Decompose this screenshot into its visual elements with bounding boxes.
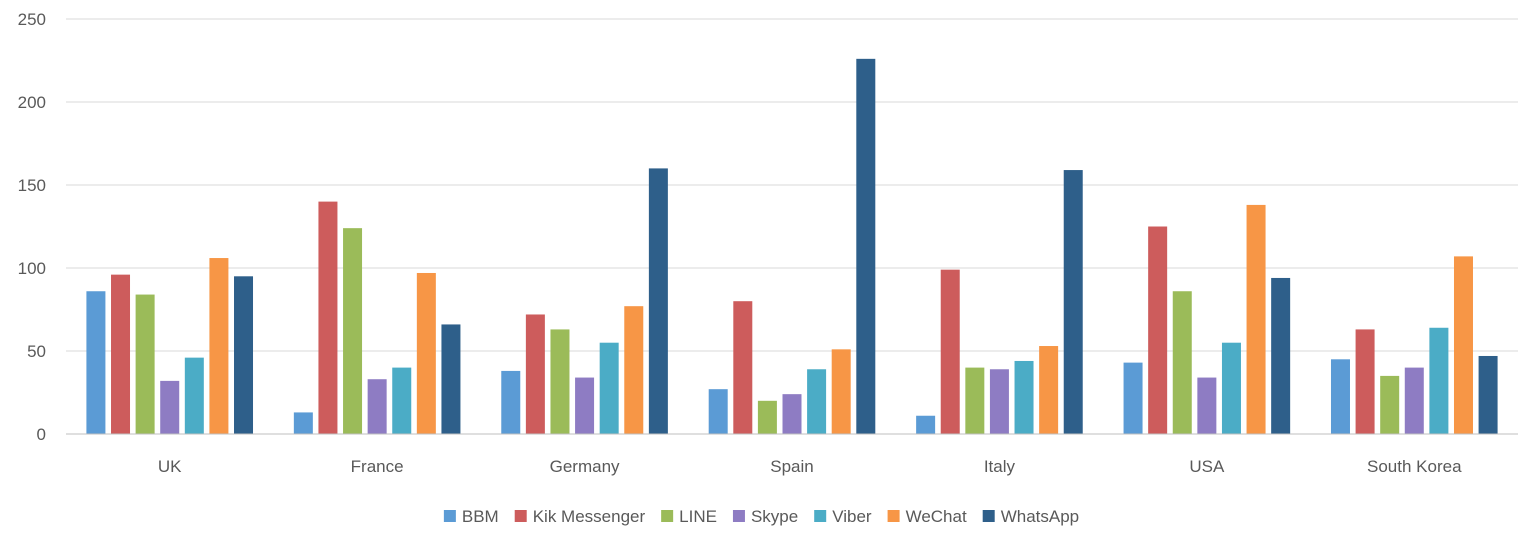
bar-whatsapp-france	[441, 324, 461, 434]
bar-bbm-italy	[916, 415, 936, 434]
bar-bbm-south-korea	[1330, 359, 1350, 434]
bar-bbm-spain	[708, 389, 728, 434]
bar-line-spain	[757, 400, 777, 434]
legend-label: Kik Messenger	[533, 507, 646, 526]
legend-swatch	[732, 510, 745, 522]
bar-wechat-south-korea	[1453, 256, 1473, 434]
bar-kik-messenger-uk	[111, 274, 131, 434]
bar-viber-italy	[1014, 360, 1034, 434]
bar-line-usa	[1172, 291, 1192, 434]
bar-bbm-france	[293, 412, 313, 434]
legend-swatch	[443, 510, 456, 522]
bar-viber-germany	[599, 342, 619, 434]
x-category-label: France	[351, 457, 404, 476]
bar-whatsapp-uk	[234, 276, 254, 434]
bar-skype-germany	[575, 377, 595, 434]
legend-swatch	[514, 510, 527, 522]
bar-skype-spain	[782, 394, 802, 434]
bar-line-france	[343, 228, 363, 434]
bar-skype-south-korea	[1404, 367, 1424, 434]
x-category-label: Italy	[984, 457, 1016, 476]
legend: BBM Kik Messenger LINE Skype Viber WeChat What…	[443, 507, 1079, 526]
x-category-label: South Korea	[1367, 457, 1462, 476]
bar-bbm-germany	[501, 370, 521, 434]
bar-viber-spain	[807, 369, 827, 434]
legend-label: WhatsApp	[1001, 507, 1079, 526]
legend-swatch	[982, 510, 995, 522]
legend-swatch	[814, 510, 827, 522]
legend-label: WeChat	[906, 507, 967, 526]
bar-viber-uk	[184, 357, 204, 434]
x-axis-categories: UK France Germany Spain Italy USA South Korea	[158, 457, 1462, 476]
bar-kik-messenger-south-korea	[1355, 329, 1375, 434]
x-category-label: USA	[1189, 457, 1225, 476]
bar-whatsapp-south-korea	[1478, 355, 1498, 434]
bar-skype-italy	[989, 369, 1009, 434]
bar-kik-messenger-italy	[940, 269, 960, 434]
bar-line-italy	[965, 367, 985, 434]
bar-kik-messenger-france	[318, 201, 338, 434]
bar-whatsapp-spain	[856, 58, 876, 435]
bar-viber-usa	[1221, 342, 1241, 434]
y-tick-label: 100	[18, 259, 46, 278]
bar-wechat-italy	[1039, 346, 1059, 434]
legend-label: BBM	[462, 507, 499, 526]
bar-kik-messenger-spain	[733, 301, 753, 434]
bar-viber-south-korea	[1429, 327, 1449, 434]
x-category-label: UK	[158, 457, 182, 476]
y-tick-label: 50	[27, 342, 46, 361]
bar-skype-uk	[160, 380, 180, 434]
bar-line-germany	[550, 329, 570, 434]
bar-line-south-korea	[1380, 375, 1400, 434]
bar-skype-usa	[1197, 377, 1217, 434]
bars	[86, 58, 1498, 435]
bar-whatsapp-germany	[648, 168, 668, 434]
y-tick-label: 250	[18, 10, 46, 29]
bar-whatsapp-italy	[1063, 170, 1083, 434]
y-tick-label: 150	[18, 176, 46, 195]
legend-label: Skype	[751, 507, 798, 526]
x-category-label: Spain	[770, 457, 813, 476]
bar-skype-france	[367, 379, 387, 434]
y-tick-label: 0	[37, 425, 46, 444]
bar-bbm-usa	[1123, 362, 1143, 434]
legend-label: Viber	[832, 507, 872, 526]
y-tick-label: 200	[18, 93, 46, 112]
legend-swatch	[887, 510, 900, 522]
bar-kik-messenger-usa	[1148, 226, 1168, 434]
bar-line-uk	[135, 294, 155, 434]
legend-label: LINE	[679, 507, 717, 526]
bar-wechat-uk	[209, 258, 229, 434]
gridlines	[66, 18, 1518, 352]
bar-kik-messenger-germany	[525, 314, 545, 434]
bar-wechat-germany	[624, 306, 644, 434]
x-category-label: Germany	[550, 457, 620, 476]
bar-wechat-usa	[1246, 204, 1266, 434]
legend-swatch	[661, 510, 674, 522]
bar-bbm-uk	[86, 291, 106, 434]
bar-viber-france	[392, 367, 412, 434]
bar-wechat-spain	[831, 349, 851, 434]
y-axis-ticks: 0 50 100 150 200 250	[18, 10, 46, 444]
bar-wechat-france	[416, 272, 436, 434]
bar-whatsapp-usa	[1271, 277, 1291, 434]
